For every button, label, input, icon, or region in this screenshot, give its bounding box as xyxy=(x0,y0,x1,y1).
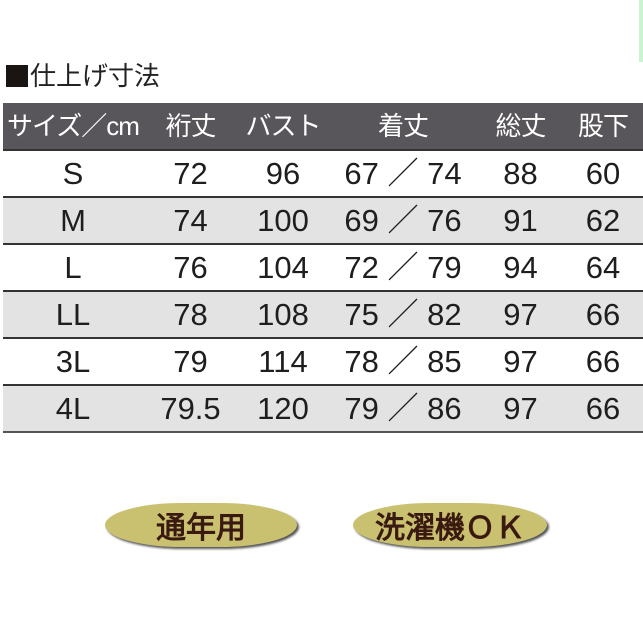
table-cell: 72 xyxy=(143,149,238,197)
table-row: M 74 100 69 ／ 76 91 62 xyxy=(3,196,643,244)
table-cell: 79 ／ 86 xyxy=(328,384,478,433)
section-title: 仕上げ寸法 xyxy=(6,60,160,92)
table-cell: 76 xyxy=(143,243,238,291)
table-cell: 67 ／ 74 xyxy=(328,149,478,197)
table-cell: L xyxy=(3,243,143,291)
header-inseam: 股下 xyxy=(563,103,643,150)
table-cell: 100 xyxy=(238,196,328,244)
table-cell: 60 xyxy=(563,149,643,197)
table-header: サイズ／cm 裄丈 バスト 着丈 総丈 股下 xyxy=(3,103,643,150)
table-cell: 3L xyxy=(3,337,143,385)
table-cell: 94 xyxy=(478,243,563,291)
table-cell: 97 xyxy=(478,337,563,385)
table-row: L 76 104 72 ／ 79 94 64 xyxy=(3,243,643,291)
table-cell: S xyxy=(3,149,143,197)
edge-strip xyxy=(639,0,643,62)
table-cell: 72 ／ 79 xyxy=(328,243,478,291)
header-size: サイズ／cm xyxy=(3,103,143,150)
table-cell: 96 xyxy=(238,149,328,197)
table-row: 4L 79.5 120 79 ／ 86 97 66 xyxy=(3,384,643,433)
table-cell: 64 xyxy=(563,243,643,291)
table-row: 3L 79 114 78 ／ 85 97 66 xyxy=(3,337,643,385)
table-cell: 66 xyxy=(563,290,643,338)
table-cell: M xyxy=(3,196,143,244)
table-cell: 62 xyxy=(563,196,643,244)
table-cell: 4L xyxy=(3,384,143,433)
title-text: 仕上げ寸法 xyxy=(30,61,161,91)
header-bust: バスト xyxy=(238,103,328,150)
table-cell: 74 xyxy=(143,196,238,244)
table-cell: 108 xyxy=(238,290,328,338)
table-cell: 69 ／ 76 xyxy=(328,196,478,244)
size-table: サイズ／cm 裄丈 バスト 着丈 総丈 股下 S 72 96 67 ／ 74 88 60 M… xyxy=(3,103,643,433)
table-cell: 104 xyxy=(238,243,328,291)
table-cell: 66 xyxy=(563,337,643,385)
table-cell: LL xyxy=(3,290,143,338)
table-cell: 79 xyxy=(143,337,238,385)
table-cell: 75 ／ 82 xyxy=(328,290,478,338)
header-sleeve: 裄丈 xyxy=(143,103,238,150)
table-row: LL 78 108 75 ／ 82 97 66 xyxy=(3,290,643,338)
table-cell: 79.5 xyxy=(143,384,238,433)
header-total-length: 総丈 xyxy=(478,103,563,150)
header-length: 着丈 xyxy=(328,103,478,150)
table-cell: 97 xyxy=(478,384,563,433)
table-cell: 91 xyxy=(478,196,563,244)
year-round-badge: 通年用 xyxy=(105,503,297,547)
square-bullet-icon xyxy=(6,65,28,87)
washable-badge: 洗濯機ＯＫ xyxy=(353,503,547,547)
table-cell: 78 xyxy=(143,290,238,338)
table-cell: 114 xyxy=(238,337,328,385)
table-cell: 97 xyxy=(478,290,563,338)
table-cell: 66 xyxy=(563,384,643,433)
table-row: S 72 96 67 ／ 74 88 60 xyxy=(3,149,643,197)
table-cell: 120 xyxy=(238,384,328,433)
table-cell: 78 ／ 85 xyxy=(328,337,478,385)
table-cell: 88 xyxy=(478,149,563,197)
